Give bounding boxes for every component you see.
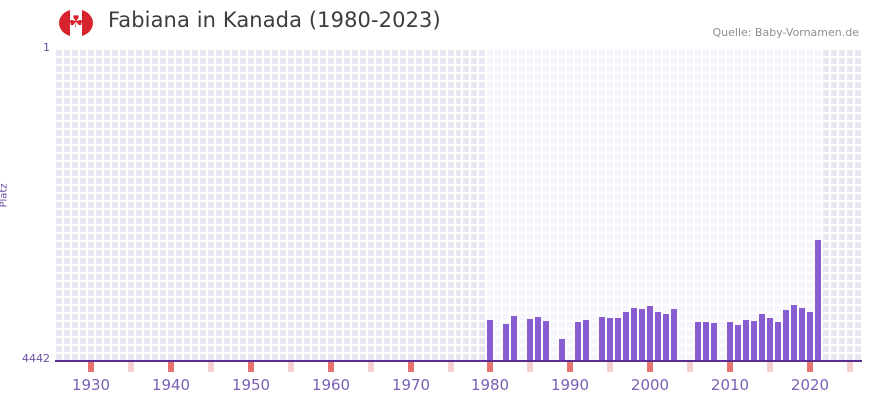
x-axis-tick-minor [128,362,134,372]
bar [647,306,653,362]
x-axis-baseline [55,360,862,362]
bar [711,323,717,362]
bar [751,321,757,362]
bar [735,325,741,362]
bar [799,308,805,362]
x-axis-tick-major [248,362,254,372]
x-axis-tick-label: 1990 [550,376,590,394]
bar [767,318,773,362]
bar [575,322,581,362]
y-axis-top-tick-label: 1 [43,41,50,54]
x-axis: 1930 1940 1950 1960 1970 1980 1990 2000 2010 2020 [55,362,862,402]
bar [527,319,533,362]
bar [775,322,781,362]
source-attribution: Quelle: Baby-Vornamen.de [712,26,859,39]
x-axis-tick-label: 1950 [231,376,271,394]
bar [599,317,605,362]
x-axis-tick-minor [368,362,374,372]
x-axis-tick-label: 1970 [391,376,431,394]
x-axis-tick-major [567,362,573,372]
x-axis-tick-label: 1930 [71,376,111,394]
bar [671,309,677,362]
x-axis-tick-major [807,362,813,372]
bar [743,320,749,362]
x-axis-tick-minor [687,362,693,372]
bar [623,312,629,362]
y-axis-title: Platz [0,183,10,208]
bar-series [55,48,862,362]
bar [783,310,789,362]
bar [807,312,813,362]
plot-area [55,48,862,362]
bar [607,318,613,362]
x-axis-tick-minor [767,362,773,372]
bar [503,324,509,362]
x-axis-tick-label: 1980 [470,376,510,394]
flag-band-left [59,9,70,37]
x-axis-tick-label: 1960 [311,376,351,394]
x-axis-tick-minor [527,362,533,372]
bar [815,240,821,362]
canada-flag-icon: ☘ [59,9,93,37]
x-axis-tick-major [408,362,414,372]
y-axis: 1 4442 Platz [0,0,50,402]
x-axis-tick-minor [607,362,613,372]
out-of-range-shading-right [822,48,862,362]
bar [535,317,541,362]
bar [615,318,621,362]
y-axis-bottom-tick-label: 4442 [22,352,50,365]
bar [511,316,517,362]
bar [559,339,565,362]
x-axis-tick-major [168,362,174,372]
bar [791,305,797,362]
bar [663,314,669,362]
maple-leaf-icon: ☘ [68,12,84,33]
page-title: Fabiana in Kanada (1980-2023) [108,8,441,32]
x-axis-tick-label: 2000 [630,376,670,394]
bar [583,320,589,362]
x-axis-tick-label: 1940 [151,376,191,394]
x-axis-tick-minor [448,362,454,372]
x-axis-tick-label: 2020 [790,376,830,394]
x-axis-tick-major [328,362,334,372]
chart-header: ☘ Fabiana in Kanada (1980-2023) Quelle: … [0,0,873,46]
bar [543,321,549,362]
bar [727,322,733,362]
x-axis-tick-minor [288,362,294,372]
x-axis-tick-label: 2010 [710,376,750,394]
x-axis-tick-major [88,362,94,372]
x-axis-tick-major [727,362,733,372]
bar [695,322,701,362]
bar [655,312,661,362]
bar [639,309,645,362]
x-axis-tick-major [487,362,493,372]
x-axis-tick-major [647,362,653,372]
bar [631,308,637,362]
x-axis-tick-minor [208,362,214,372]
x-axis-tick-minor [847,362,853,372]
bar [487,320,493,362]
flag-band-right [82,9,93,37]
bar [759,314,765,362]
bar [703,322,709,362]
